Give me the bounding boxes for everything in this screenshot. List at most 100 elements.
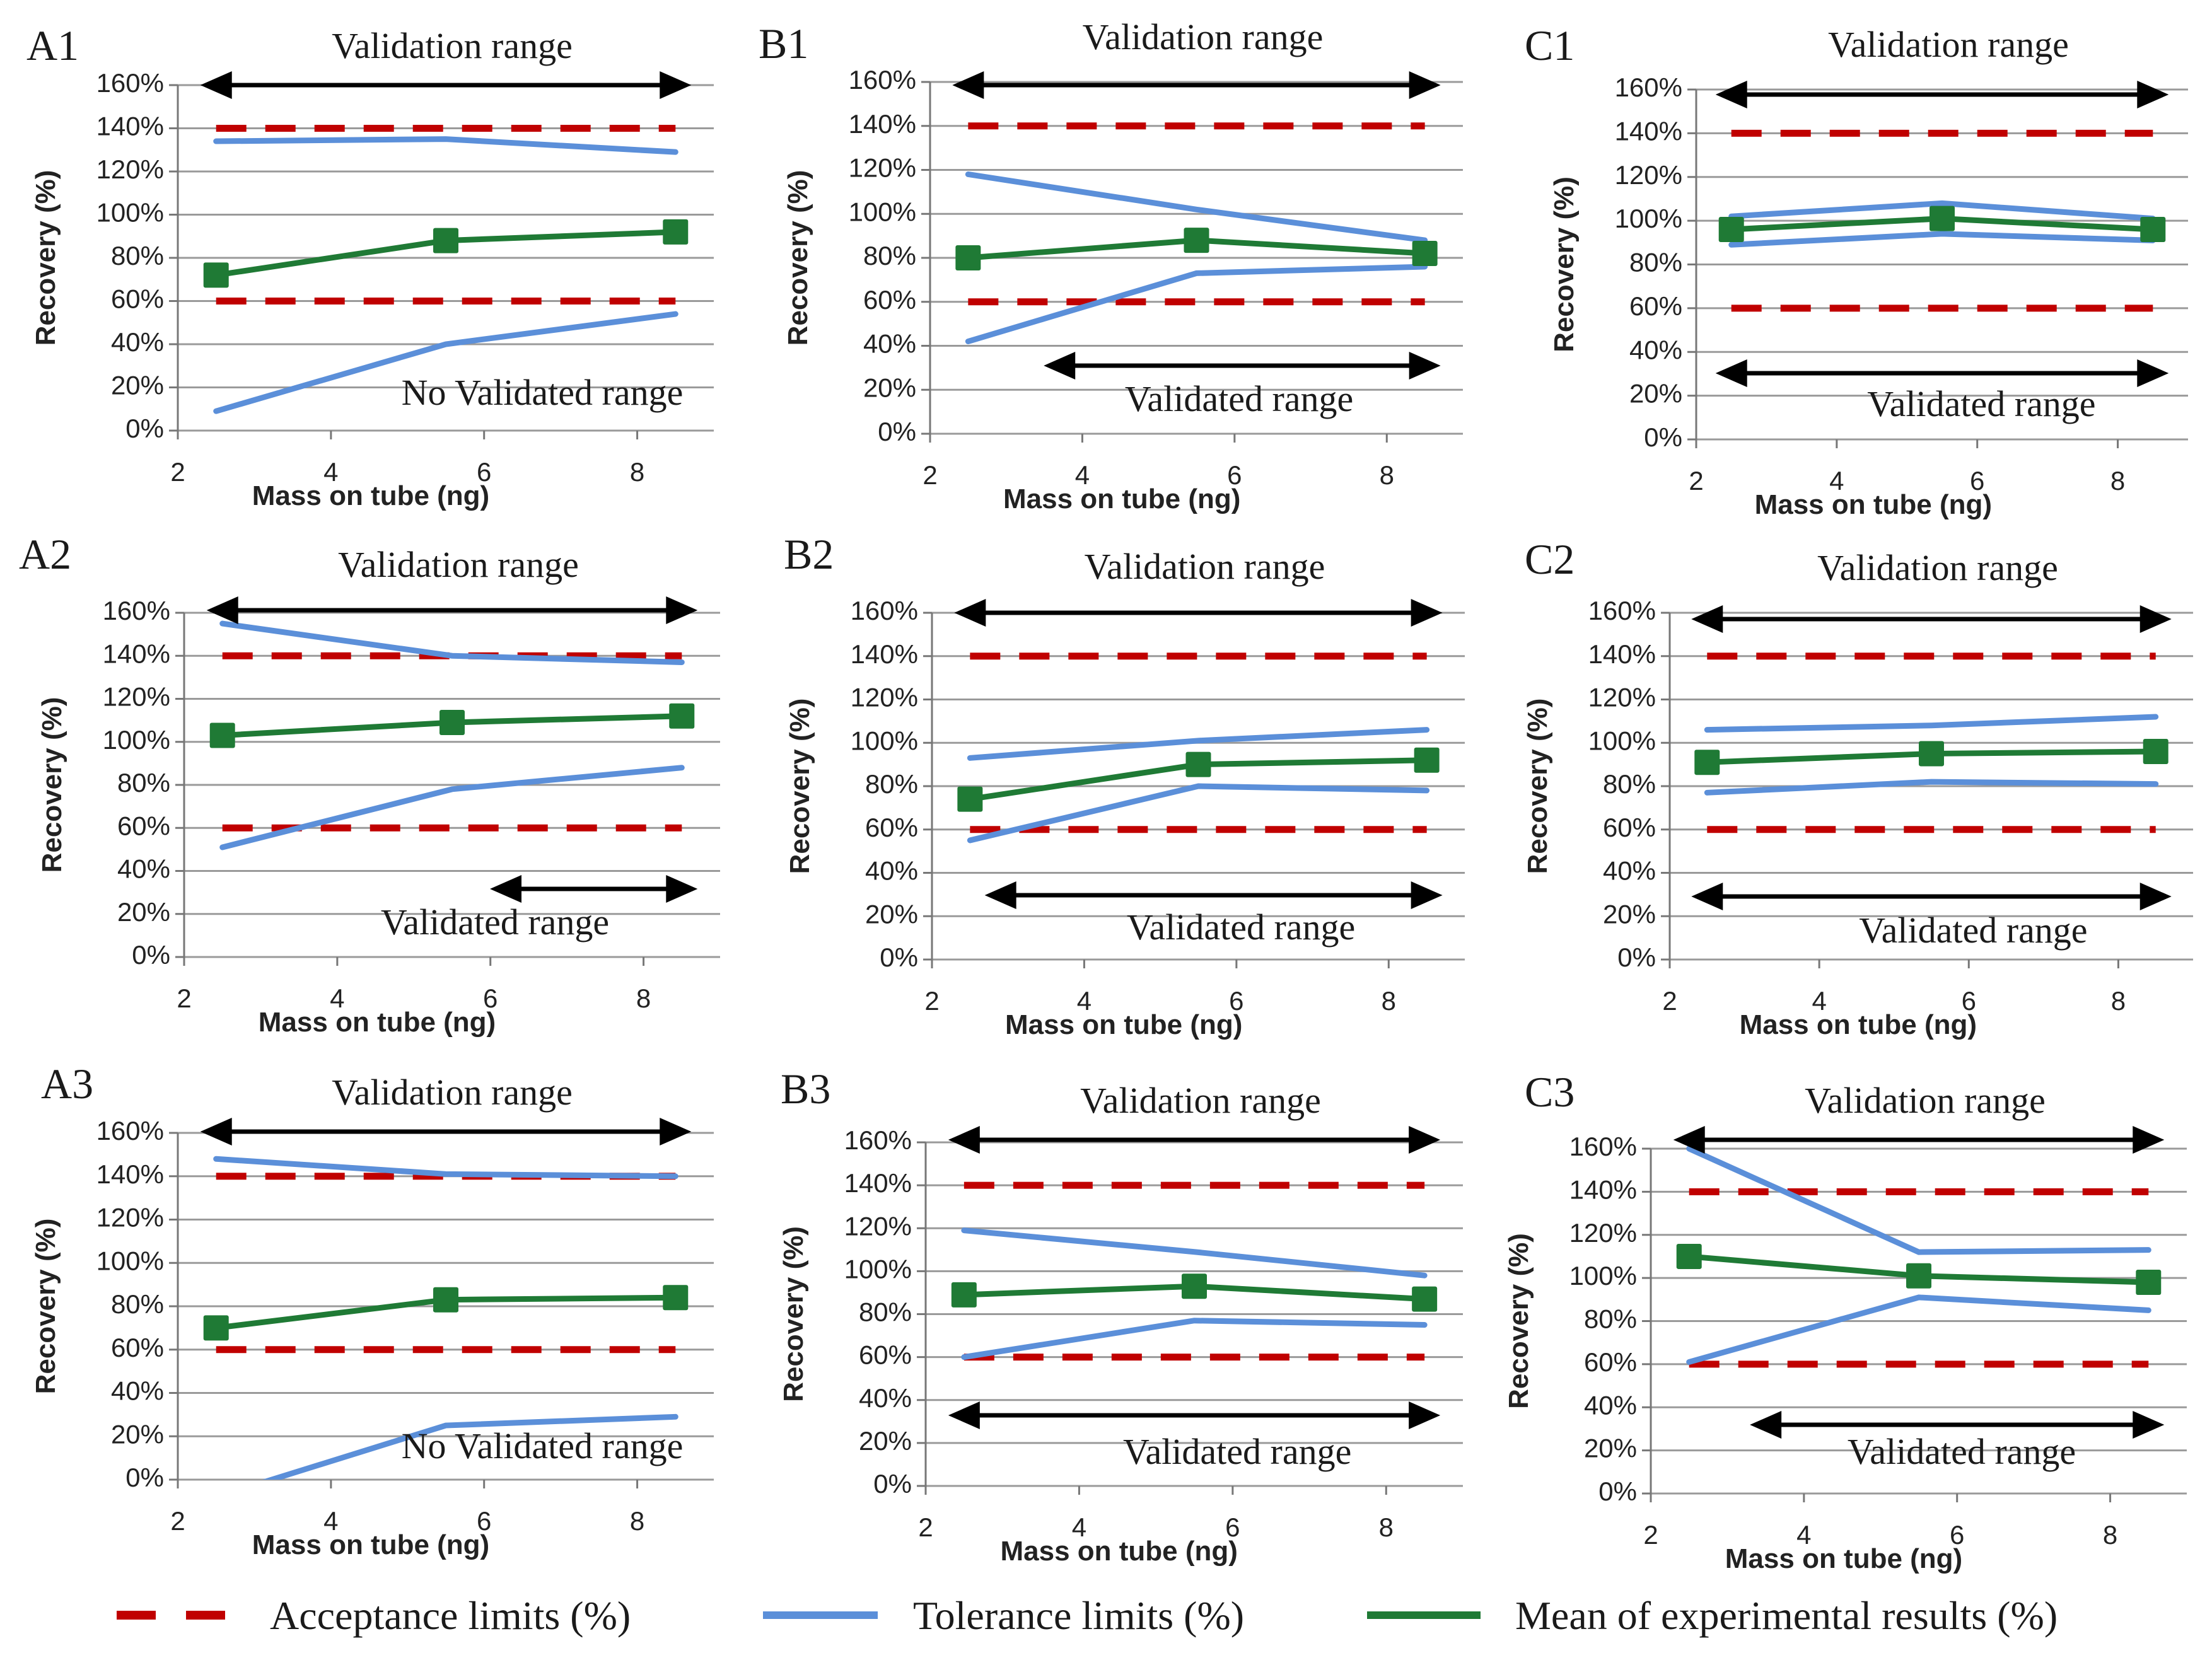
x-tick-label: 6 — [1950, 1520, 1964, 1550]
mean-data-point — [1930, 206, 1955, 231]
y-tick-label: 140% — [103, 639, 170, 668]
mean-data-point — [669, 703, 695, 729]
y-tick-label: 100% — [1569, 1261, 1637, 1290]
x-tick-label: 4 — [1075, 460, 1090, 490]
validated-range-label: Validated range — [1848, 1431, 2076, 1472]
y-tick-label: 80% — [1584, 1304, 1637, 1334]
y-tick-label: 60% — [111, 284, 164, 314]
panel-b3: B3 0% 20% 40% 60% 80% 100% 120% 140% 160% 2 4 6 8 Mass… — [778, 1065, 1463, 1567]
x-tick-label: 8 — [1379, 1512, 1394, 1542]
x-tick-label: 4 — [1077, 986, 1091, 1016]
validation-range-arrow — [948, 1126, 1441, 1154]
y-tick-label: 100% — [1588, 726, 1656, 755]
validated-range-label: Validated range — [1123, 1431, 1351, 1472]
y-tick-label: 40% — [117, 854, 170, 884]
legend-label: Tolerance limits (%) — [913, 1593, 1244, 1638]
y-tick-label: 60% — [1629, 291, 1682, 321]
y-tick-label: 160% — [103, 596, 170, 625]
y-tick-label: 160% — [844, 1125, 912, 1155]
panel-label: B1 — [759, 20, 808, 67]
panel-label: A2 — [19, 530, 71, 578]
y-tick-label: 120% — [844, 1211, 912, 1241]
legend-label: Acceptance limits (%) — [270, 1593, 631, 1638]
panel-label: A3 — [41, 1060, 93, 1108]
y-tick-label: 80% — [859, 1297, 912, 1327]
validation-range-label: Validation range — [1080, 1080, 1321, 1121]
mean-data-point — [2136, 1269, 2162, 1295]
y-tick-label: 60% — [111, 1333, 164, 1362]
y-tick-label: 60% — [863, 285, 916, 315]
y-tick-label: 20% — [1603, 899, 1656, 929]
validation-range-arrow — [954, 599, 1443, 627]
mean-data-point — [1414, 747, 1440, 773]
y-tick-label: 140% — [1569, 1174, 1637, 1204]
validated-range-arrow — [1715, 359, 2169, 387]
x-tick-label: 2 — [170, 1506, 185, 1536]
mean-data-point — [951, 1282, 977, 1308]
y-tick-label: 100% — [103, 725, 170, 755]
y-tick-label: 100% — [844, 1254, 912, 1284]
validation-range-label: Validation range — [1828, 24, 2069, 65]
x-tick-label: 8 — [636, 983, 651, 1013]
mean-data-point — [433, 1287, 458, 1313]
panel-a2: A2 0% 20% 40% 60% 80% 100% 120% 140% 160% 2 4 6 8 Mass… — [19, 530, 720, 1038]
x-tick-label: 8 — [2111, 986, 2126, 1016]
panel-a3: A3 0% 20% 40% 60% 80% 100% 120% 140% 160% 2 4 6 8 Mass… — [30, 1060, 714, 1560]
y-axis-title: Recovery (%) — [778, 1226, 809, 1402]
tolerance-limit-line — [1686, 1146, 2151, 1255]
mean-data-point — [1185, 751, 1211, 777]
y-tick-label: 160% — [851, 596, 918, 625]
y-tick-label: 80% — [865, 769, 918, 799]
y-tick-label: 40% — [859, 1383, 912, 1413]
y-tick-label: 80% — [117, 768, 170, 798]
tolerance-limit-line — [967, 783, 1430, 844]
y-tick-label: 120% — [851, 683, 918, 712]
panel-a1: A1 0% 20% 40% 60% 80% 100% 120% 140% 160% 2 4 6 8 Mass… — [26, 21, 714, 511]
panel-label: C1 — [1525, 21, 1575, 69]
x-tick-label: 2 — [918, 1512, 933, 1542]
legend-label: Mean of experimental results (%) — [1515, 1593, 2058, 1638]
y-axis-title: Recovery (%) — [37, 697, 67, 873]
validation-range-arrow — [206, 596, 698, 624]
tolerance-limit-line — [213, 136, 678, 155]
validated-range-label: No Validated range — [402, 372, 684, 413]
y-tick-label: 140% — [96, 112, 164, 141]
x-tick-label: 4 — [330, 983, 344, 1013]
y-tick-label: 100% — [96, 1246, 164, 1275]
tolerance-limit-line — [213, 311, 678, 414]
y-tick-label: 120% — [103, 682, 170, 712]
y-tick-label: 60% — [1603, 813, 1656, 842]
mean-data-point — [2140, 217, 2166, 242]
tolerance-limit-line — [219, 620, 685, 665]
validated-range-label: No Validated range — [402, 1425, 684, 1466]
mean-data-point — [203, 262, 229, 288]
x-tick-label: 6 — [1229, 986, 1243, 1016]
panel-label: C3 — [1525, 1068, 1575, 1116]
x-tick-label: 6 — [483, 983, 498, 1013]
tolerance-limit-line — [1704, 779, 2159, 796]
tolerance-limit-line — [965, 264, 1428, 345]
x-tick-label: 6 — [1970, 466, 1984, 496]
y-tick-label: 0% — [1617, 942, 1656, 972]
x-axis-title: Mass on tube (ng) — [1740, 1009, 1977, 1040]
panel-label: B2 — [784, 530, 834, 578]
mean-data-point — [957, 786, 983, 812]
y-tick-label: 40% — [1603, 856, 1656, 886]
x-tick-label: 6 — [1225, 1512, 1240, 1542]
mean-data-point — [1412, 241, 1438, 267]
panel-label: C2 — [1525, 535, 1575, 583]
x-tick-label: 4 — [1072, 1512, 1086, 1542]
y-tick-label: 20% — [117, 897, 170, 927]
panel-c1: C1 0% 20% 40% 60% 80% 100% 120% 140% 160% 2 4 6 8 Mass… — [1525, 21, 2188, 520]
y-axis-title: Recovery (%) — [30, 1219, 61, 1395]
x-tick-label: 8 — [630, 457, 644, 487]
y-tick-label: 20% — [863, 373, 916, 402]
x-tick-label: 6 — [1962, 986, 1976, 1016]
validation-range-arrow — [200, 1118, 692, 1146]
chart-panels: A10%20%40%60%80%100%120%140%160%2 4 6 8Mass… — [19, 16, 2193, 1574]
y-tick-label: 160% — [1569, 1132, 1637, 1161]
x-axis-title: Mass on tube (ng) — [252, 480, 489, 511]
y-tick-label: 120% — [96, 154, 164, 184]
validation-range-label: Validation range — [338, 544, 579, 585]
